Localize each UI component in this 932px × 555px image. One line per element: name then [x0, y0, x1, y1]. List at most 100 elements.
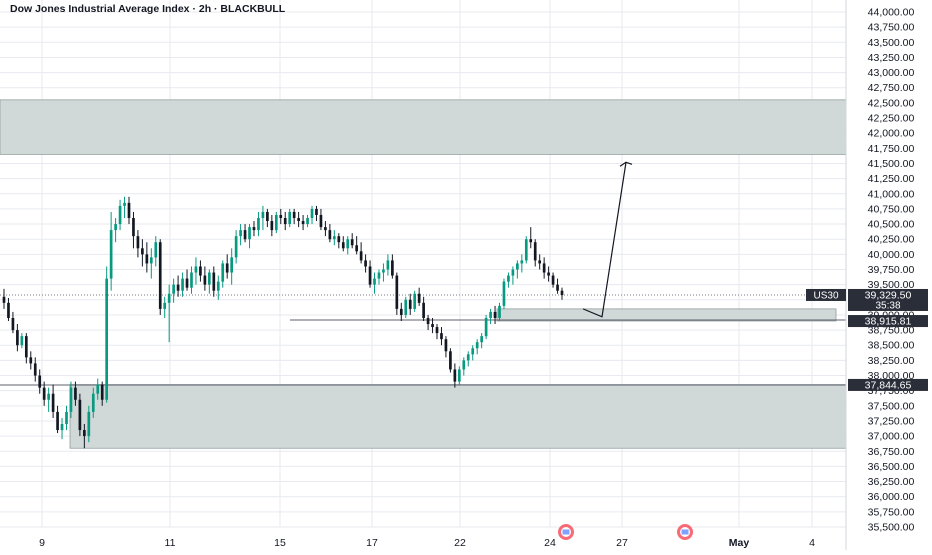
candle-body — [270, 221, 274, 231]
candle — [154, 236, 158, 267]
candle-body — [69, 387, 73, 412]
candle-body — [216, 281, 220, 291]
candle-body — [65, 411, 68, 424]
price-axis[interactable]: 44,000.00 43,750.00 43,500.00 43,250.00 43,0… — [845, 0, 915, 550]
candle-body — [78, 399, 82, 431]
candle — [239, 224, 242, 246]
candle-body — [266, 211, 269, 222]
candle — [283, 211, 287, 231]
candle-body — [315, 208, 318, 215]
support-price-label-bg — [848, 315, 928, 328]
candle-body — [51, 393, 55, 412]
candle-body — [283, 218, 287, 225]
candle — [257, 211, 260, 237]
candles — [2, 196, 564, 449]
y-tick-label: 42,500.00 — [868, 97, 915, 109]
candle-body — [328, 230, 332, 240]
candle — [551, 272, 555, 288]
candle — [426, 314, 430, 331]
candle — [422, 296, 425, 321]
candle-body — [301, 221, 305, 225]
candle — [65, 405, 68, 431]
candle-body — [20, 336, 24, 346]
x-tick-label: 9 — [39, 537, 45, 549]
candle-body — [91, 393, 95, 412]
candle — [306, 214, 309, 228]
candle — [292, 208, 296, 225]
y-tick-label: 41,750.00 — [868, 143, 915, 155]
candle — [493, 305, 497, 325]
candle-body — [377, 272, 381, 279]
candle — [158, 239, 162, 315]
candle-body — [257, 218, 260, 231]
candle-body — [292, 211, 296, 218]
time-axis[interactable]: 9 11 15 17 22 24 27 May 4 — [39, 524, 815, 549]
level-price-label-bg — [848, 378, 928, 391]
candle-body — [355, 245, 358, 252]
candle — [230, 248, 234, 285]
candle — [547, 266, 550, 282]
candle-body — [359, 251, 363, 261]
y-tick-label: 35,750.00 — [868, 506, 915, 518]
candle-body — [33, 363, 37, 376]
candle-body — [413, 293, 417, 309]
event-flag-mark — [562, 529, 570, 535]
event-flag-icon — [558, 524, 574, 540]
candle — [359, 242, 363, 264]
candle — [216, 275, 220, 300]
y-tick-label: 38,750.00 — [868, 325, 915, 337]
candle — [279, 208, 283, 225]
candle-body — [484, 317, 488, 337]
candle — [69, 381, 73, 418]
candle — [453, 363, 457, 388]
candle-body — [176, 284, 180, 291]
candle — [78, 393, 82, 437]
candle — [96, 378, 100, 400]
y-tick-label: 36,250.00 — [868, 476, 915, 488]
candle — [395, 272, 399, 315]
candle-body — [502, 281, 506, 306]
candle-body — [279, 214, 283, 218]
candle-body — [422, 302, 425, 318]
candle — [404, 296, 408, 318]
candle-body — [11, 317, 15, 331]
candle — [346, 236, 350, 255]
candle-body — [319, 214, 323, 228]
candle-body — [114, 224, 117, 231]
candle-body — [100, 384, 104, 400]
candle-body — [435, 327, 439, 334]
y-tick-label: 41,500.00 — [868, 158, 915, 170]
candle-body — [105, 278, 109, 400]
symbol-tag-bg — [806, 288, 846, 301]
y-tick-label: 43,750.00 — [868, 22, 915, 34]
zone-rect — [69, 384, 847, 449]
candle-body — [261, 211, 265, 218]
chart-title: Dow Jones Industrial Average Index · 2h … — [10, 3, 286, 15]
candle-body — [475, 342, 479, 349]
countdown-label: 35:38 — [875, 300, 900, 311]
candle — [480, 333, 483, 349]
candle — [502, 278, 506, 309]
candle — [498, 302, 501, 321]
candle — [33, 357, 37, 382]
candle-body — [288, 211, 292, 225]
candle — [457, 366, 461, 385]
candle — [212, 266, 216, 297]
candle-body — [332, 236, 336, 240]
candle-body — [560, 290, 564, 295]
candle — [74, 381, 77, 406]
candle-body — [391, 260, 394, 276]
candle-body — [408, 299, 412, 309]
candle — [11, 311, 15, 334]
candle — [382, 263, 385, 282]
candle — [132, 211, 135, 249]
candle-body — [516, 263, 519, 270]
x-tick-label: 27 — [616, 537, 628, 549]
candle-body — [399, 308, 403, 315]
candle-body — [440, 333, 443, 340]
candle-body — [38, 375, 42, 388]
candle-body — [243, 230, 247, 240]
last-price-bg — [848, 288, 928, 311]
